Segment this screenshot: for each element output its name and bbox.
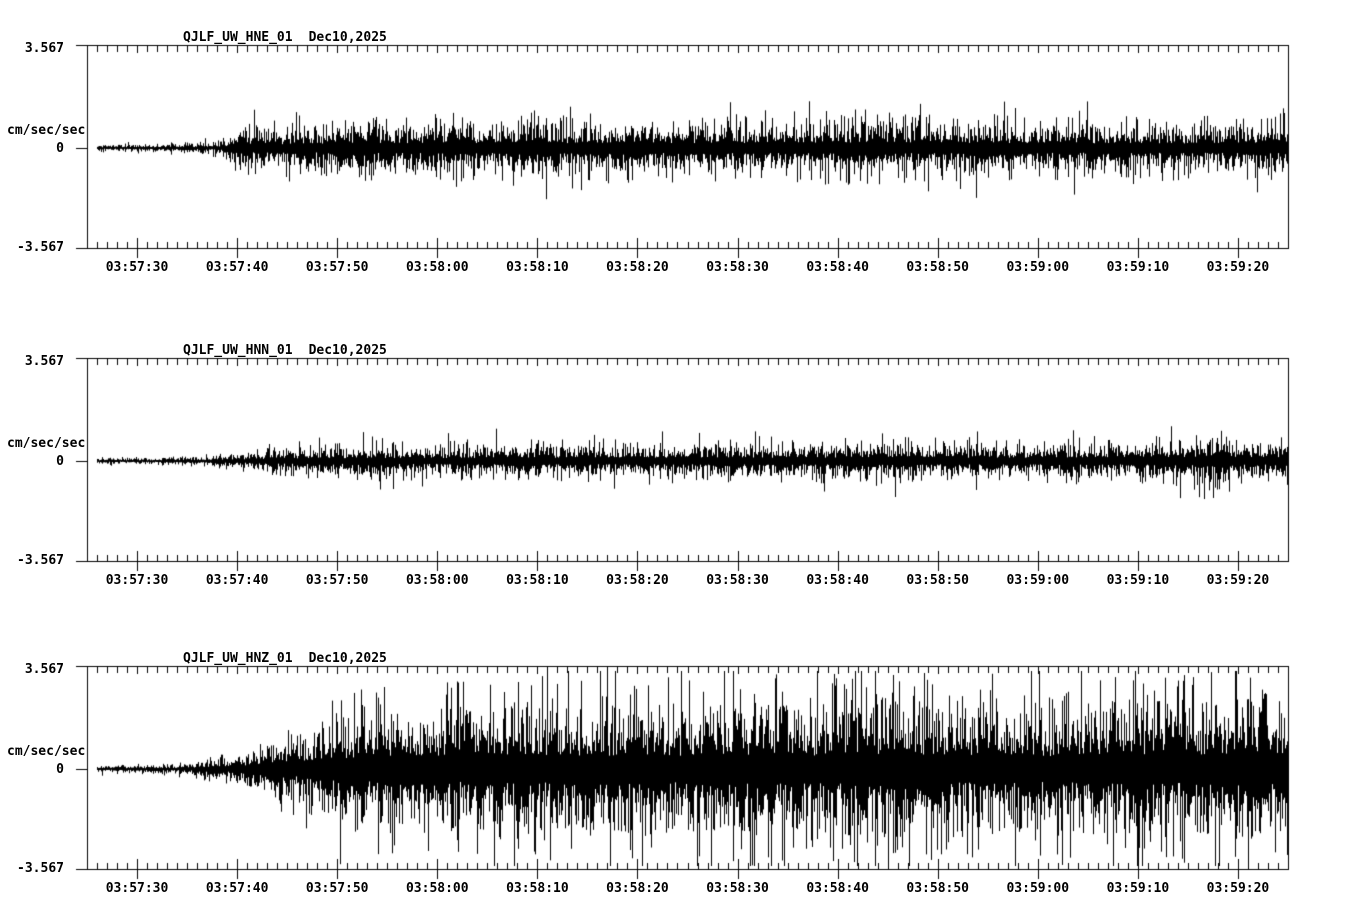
- x-tick-label: 03:57:40: [205, 260, 269, 275]
- x-tick-label: 03:59:10: [1106, 881, 1170, 896]
- x-tick-label: 03:57:50: [305, 573, 369, 588]
- x-tick-label: 03:58:30: [706, 573, 769, 588]
- y-axis-min-label: -3.567: [17, 553, 64, 568]
- trace-station-label: QJLF_UW_HNN_01: [183, 343, 293, 358]
- y-axis-min-label: -3.567: [17, 861, 64, 876]
- x-tick-label: 03:59:20: [1206, 881, 1270, 896]
- x-tick-label: 03:58:50: [906, 573, 970, 588]
- x-tick-label: 03:57:30: [105, 260, 169, 275]
- y-axis-min-label: -3.567: [17, 240, 64, 255]
- y-axis-zero-label: 0: [56, 141, 64, 156]
- x-tick-label: 03:58:10: [506, 881, 569, 896]
- y-axis-zero-label: 0: [56, 762, 64, 777]
- trace-station-label: QJLF_UW_HNE_01: [183, 30, 293, 45]
- seismogram-panel-hne: QJLF_UW_HNE_01 Dec10,2025 3.567 cm/sec/se…: [0, 31, 1358, 274]
- x-tick-label: 03:59:20: [1206, 573, 1270, 588]
- x-tick-label: 03:58:00: [405, 881, 469, 896]
- seismogram-panel-hnn: QJLF_UW_HNN_01 Dec10,2025 3.567 cm/sec/se…: [0, 344, 1358, 587]
- y-axis-max-label: 3.567: [24, 662, 64, 677]
- y-axis-max-label: 3.567: [24, 41, 64, 56]
- seismogram-panel-hnz: QJLF_UW_HNZ_01 Dec10,2025 3.567 cm/sec/se…: [0, 652, 1358, 895]
- x-tick-label: 03:57:50: [305, 881, 369, 896]
- x-tick-label: 03:57:30: [105, 881, 169, 896]
- x-tick-label: 03:58:40: [806, 881, 869, 896]
- trace-title: QJLF_UW_HNE_01 Dec10,2025: [183, 31, 387, 44]
- x-tick-label: 03:57:40: [205, 881, 269, 896]
- trace-date-label: Dec10,2025: [308, 30, 387, 45]
- x-tick-label: 03:58:50: [906, 260, 970, 275]
- x-tick-label: 03:58:30: [706, 881, 769, 896]
- trace-title: QJLF_UW_HNZ_01 Dec10,2025: [183, 652, 387, 665]
- x-tick-label: 03:57:30: [105, 573, 169, 588]
- y-axis-units-label: cm/sec/sec: [7, 436, 86, 451]
- y-axis-units-label: cm/sec/sec: [7, 123, 86, 138]
- x-tick-label: 03:57:40: [205, 573, 269, 588]
- x-tick-label: 03:58:10: [506, 573, 569, 588]
- x-tick-label: 03:58:20: [606, 260, 669, 275]
- x-tick-label: 03:58:40: [806, 573, 869, 588]
- x-tick-label: 03:58:00: [405, 573, 469, 588]
- trace-date-label: Dec10,2025: [308, 651, 387, 666]
- y-axis-units-label: cm/sec/sec: [7, 744, 86, 759]
- x-tick-label: 03:59:10: [1106, 260, 1170, 275]
- x-tick-label: 03:58:50: [906, 881, 970, 896]
- trace-station-label: QJLF_UW_HNZ_01: [183, 651, 293, 666]
- trace-title: QJLF_UW_HNN_01 Dec10,2025: [183, 344, 387, 357]
- x-tick-label: 03:59:00: [1006, 260, 1070, 275]
- x-tick-label: 03:59:00: [1006, 881, 1070, 896]
- y-axis-max-label: 3.567: [24, 354, 64, 369]
- y-axis-zero-label: 0: [56, 454, 64, 469]
- x-tick-label: 03:58:20: [606, 881, 669, 896]
- x-tick-label: 03:59:20: [1206, 260, 1270, 275]
- x-tick-label: 03:58:10: [506, 260, 569, 275]
- x-tick-label: 03:58:30: [706, 260, 769, 275]
- x-tick-label: 03:57:50: [305, 260, 369, 275]
- x-tick-label: 03:59:00: [1006, 573, 1070, 588]
- x-tick-label: 03:58:00: [405, 260, 469, 275]
- x-tick-label: 03:58:40: [806, 260, 869, 275]
- x-tick-label: 03:58:20: [606, 573, 669, 588]
- x-tick-label: 03:59:10: [1106, 573, 1170, 588]
- trace-date-label: Dec10,2025: [308, 343, 387, 358]
